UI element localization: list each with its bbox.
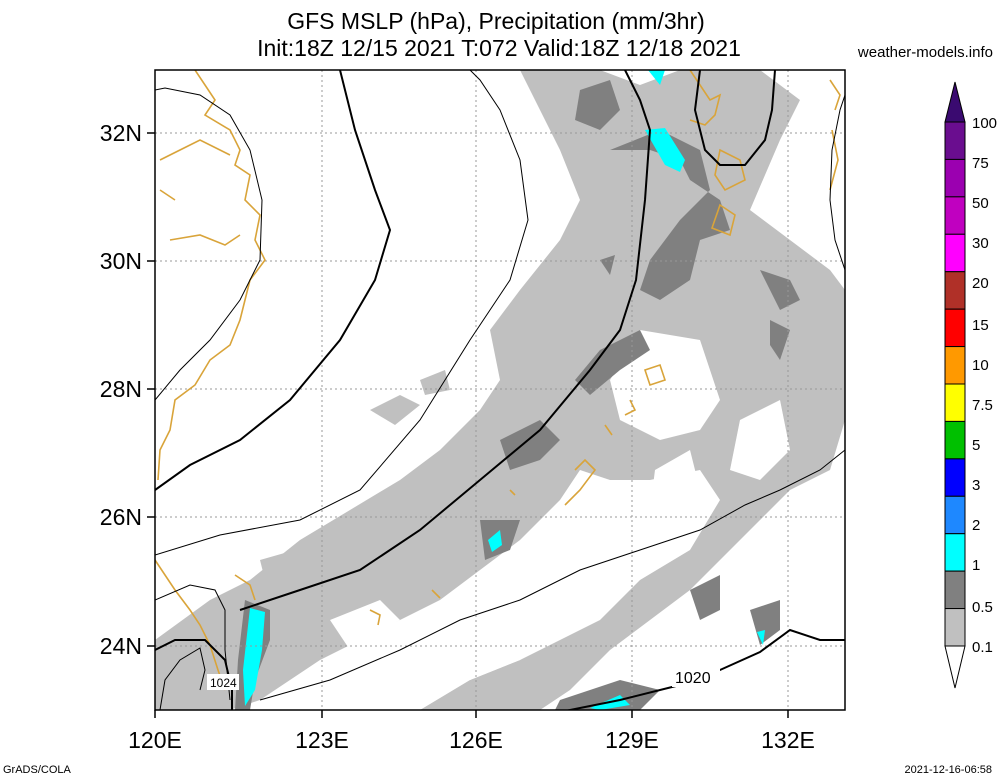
lat-label: 28N xyxy=(100,376,142,402)
legend-swatch xyxy=(944,608,966,647)
legend-label: 50 xyxy=(972,195,989,212)
lon-label: 132E xyxy=(761,727,815,753)
isobar-label-bg xyxy=(207,674,239,690)
software-credit: GrADS/COLA xyxy=(3,764,71,776)
generated-timestamp: 2021-12-16-06:58 xyxy=(904,764,992,776)
legend-swatch xyxy=(944,308,966,348)
chart-title: GFS MSLP (hPa), Precipitation (mm/3hr) xyxy=(287,8,705,34)
legend-swatch xyxy=(944,271,966,310)
lon-label: 123E xyxy=(295,727,349,753)
lon-label: 126E xyxy=(449,727,503,753)
legend-label: 100 xyxy=(972,115,997,132)
legend-swatch xyxy=(944,458,966,497)
isobar-label-bg xyxy=(672,667,720,687)
legend-label: 0.5 xyxy=(972,599,993,616)
isobar-label-1020: 1020 xyxy=(675,670,711,687)
legend-label: 0.1 xyxy=(972,639,993,656)
legend-swatch xyxy=(944,495,966,535)
legend-bottom-arrow xyxy=(944,645,966,689)
legend-swatch xyxy=(944,383,966,422)
axis-ticks xyxy=(147,132,789,718)
legend-swatch xyxy=(944,121,966,160)
isobars xyxy=(155,70,845,710)
legend-label: 15 xyxy=(972,317,989,334)
lon-label: 129E xyxy=(605,727,659,753)
lat-label: 26N xyxy=(100,504,142,530)
legend-swatch xyxy=(944,196,966,235)
map-frame xyxy=(154,69,846,711)
legend-swatch xyxy=(944,420,966,460)
color-legend: 100 75 50 30 20 15 10 7.5 5 3 2 1 0.5 0.… xyxy=(944,81,997,689)
legend-label: 3 xyxy=(972,477,980,494)
legend-label: 1 xyxy=(972,557,980,574)
legend-label: 75 xyxy=(972,155,989,172)
site-credit: weather-models.info xyxy=(857,44,993,61)
isobar-label-1024: 1024 xyxy=(210,676,237,690)
legend-swatch xyxy=(944,570,966,610)
legend-top-arrow xyxy=(944,81,966,123)
lat-label: 30N xyxy=(100,248,142,274)
legend-label: 2 xyxy=(972,517,980,534)
legend-swatch xyxy=(944,533,966,572)
legend-label: 10 xyxy=(972,357,989,374)
legend-label: 30 xyxy=(972,235,989,252)
lon-label: 120E xyxy=(128,727,182,753)
legend-label: 7.5 xyxy=(972,397,993,414)
graticule xyxy=(155,70,845,710)
chart-subtitle: Init:18Z 12/15 2021 T:072 Valid:18Z 12/1… xyxy=(257,35,741,61)
lat-label: 24N xyxy=(100,633,142,659)
legend-label: 5 xyxy=(972,437,980,454)
lat-label: 32N xyxy=(100,120,142,146)
legend-label: 20 xyxy=(972,275,989,292)
precip-heavy-areas xyxy=(243,70,765,710)
legend-swatch xyxy=(944,158,966,198)
map-area xyxy=(155,70,845,710)
precip-gaps xyxy=(330,330,790,680)
legend-swatch xyxy=(944,346,966,385)
legend-swatch xyxy=(944,233,966,273)
